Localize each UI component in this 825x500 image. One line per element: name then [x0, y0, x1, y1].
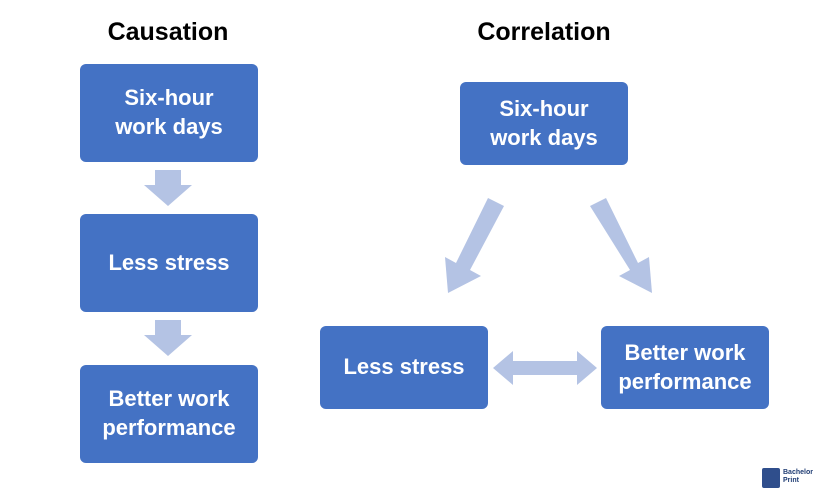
- node-label: Six-hour work days: [490, 95, 598, 150]
- section-title: Causation: [107, 18, 229, 46]
- arrow-double: [493, 351, 597, 385]
- arrow-diagonal: [445, 198, 504, 293]
- node-label: Six-hour work days: [115, 85, 223, 139]
- node: Less stress: [320, 326, 488, 409]
- logo-text: Bachelor Print: [783, 469, 813, 484]
- node-label: Less stress: [108, 249, 230, 275]
- node: Six-hour work days: [80, 64, 258, 162]
- node-label: Better work performance: [618, 339, 752, 394]
- logo-icon: [762, 468, 780, 488]
- arrow-down: [144, 320, 192, 356]
- node: Six-hour work days: [460, 82, 628, 165]
- section-title: Correlation: [477, 18, 611, 46]
- node-label: Better work performance: [102, 386, 236, 440]
- arrow-diagonal: [590, 198, 652, 293]
- arrow-down: [144, 170, 192, 206]
- node: Better work performance: [601, 326, 769, 409]
- node: Better work performance: [80, 365, 258, 463]
- node: Less stress: [80, 214, 258, 312]
- node-label: Less stress: [343, 354, 465, 380]
